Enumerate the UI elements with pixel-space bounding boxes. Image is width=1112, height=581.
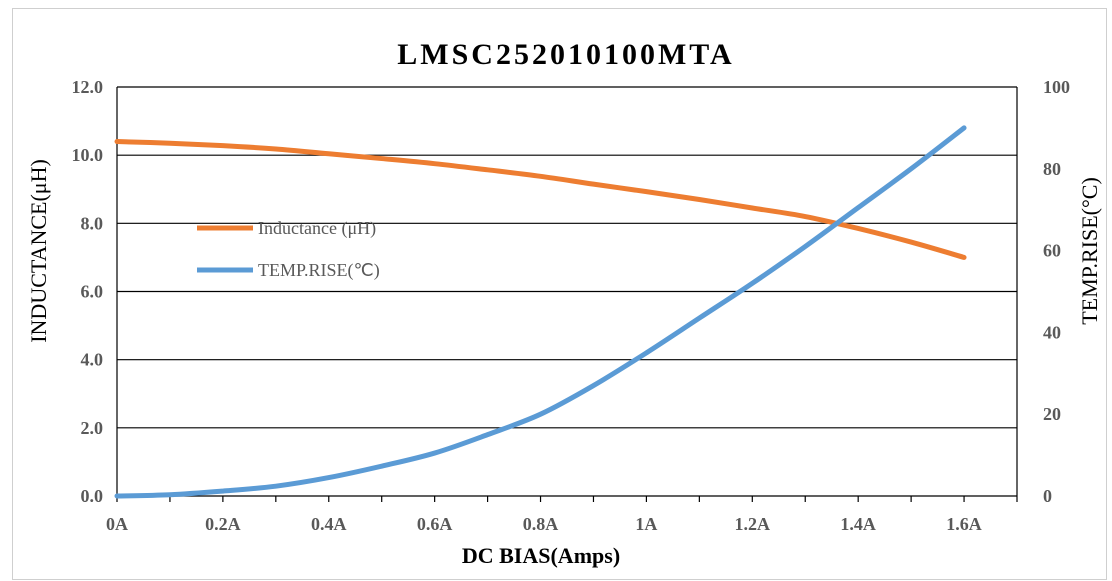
y-tick-label: 6.0 [81, 282, 104, 302]
series-lines [114, 125, 967, 499]
y-tick-label: 4.0 [81, 350, 104, 370]
y2-tick-label: 40 [1043, 322, 1061, 342]
x-tick-label: 0.4A [311, 514, 347, 534]
x-tick-label: 0.6A [417, 514, 453, 534]
y-axis-ticks: 0.0 2.0 4.0 6.0 8.0 10.0 12.0 [72, 77, 104, 506]
y2-tick-label: 60 [1043, 241, 1061, 261]
y2-tick-label: 20 [1043, 404, 1061, 424]
x-tick-label: 0A [106, 514, 128, 534]
y2-tick-label: 0 [1043, 486, 1052, 506]
y2-tick-label: 80 [1043, 159, 1061, 179]
y-tick-label: 8.0 [81, 213, 104, 233]
y-tick-label: 12.0 [72, 77, 104, 97]
x-tick-label: 1A [635, 514, 657, 534]
x-tick-label: 1.2A [735, 514, 771, 534]
chart-title: LMSC252010100MTA [397, 38, 734, 71]
x-tick-label: 1.4A [840, 514, 876, 534]
axes [116, 87, 1018, 497]
y-tick-label: 10.0 [72, 145, 104, 165]
y-tick-label: 2.0 [81, 418, 104, 438]
x-tick-label: 1.6A [946, 514, 982, 534]
y2-axis-label: TEMP.RISE(°C) [1077, 177, 1102, 325]
series-line-0 [114, 139, 967, 260]
x-axis-ticks: 0A 0.2A 0.4A 0.6A 0.8A 1A 1.2A 1.4A 1.6A [106, 496, 1018, 534]
y-tick-label: 0.0 [81, 486, 104, 506]
y2-axis-ticks: 0 20 40 60 80 100 [1043, 77, 1070, 506]
gridlines [117, 86, 1017, 429]
legend-label-1: TEMP.RISE(℃) [258, 260, 380, 281]
legend: Inductance (μH) TEMP.RISE(℃) [197, 218, 380, 281]
x-tick-label: 0.8A [523, 514, 559, 534]
y2-tick-label: 100 [1043, 77, 1070, 97]
chart-frame [12, 8, 1107, 580]
y-axis-label: INDUCTANCE(μH) [26, 159, 51, 343]
series-line-1 [114, 125, 967, 499]
legend-label-0: Inductance (μH) [258, 218, 376, 239]
x-tick-label: 0.2A [205, 514, 241, 534]
x-axis-label: DC BIAS(Amps) [462, 543, 620, 568]
